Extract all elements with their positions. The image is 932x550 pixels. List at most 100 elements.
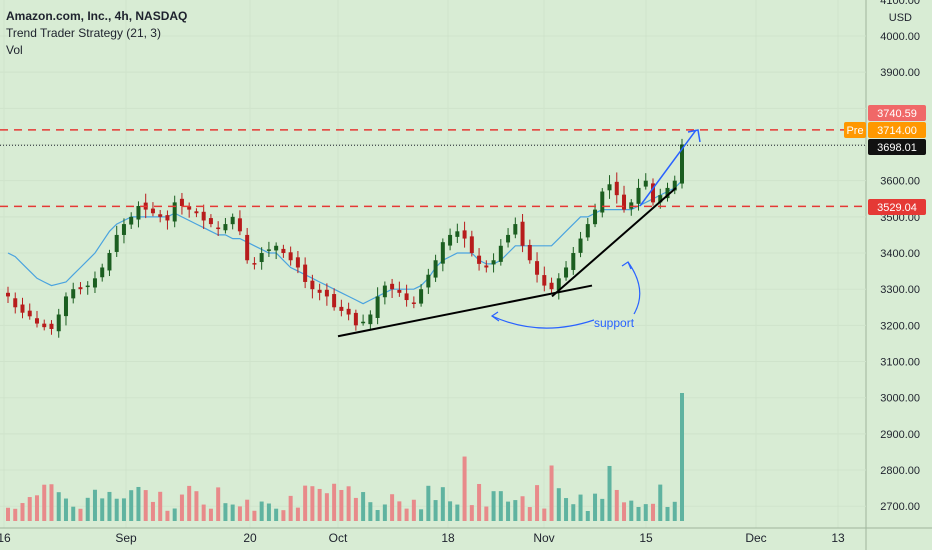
time-tick-label: Oct xyxy=(329,531,348,545)
candle-body xyxy=(114,234,119,252)
time-tick-label: Dec xyxy=(745,531,766,545)
support-arrow-head-right xyxy=(621,261,632,270)
candle-body xyxy=(129,216,134,225)
candle-body xyxy=(78,287,83,290)
volume-bar xyxy=(658,484,663,521)
candle-body xyxy=(397,289,402,293)
candle-body xyxy=(20,304,25,313)
candle-body xyxy=(622,194,627,210)
last-price-tag: 3698.01 xyxy=(877,142,917,154)
volume-bar xyxy=(593,493,598,521)
upper-level-tag: 3740.59 xyxy=(877,108,917,120)
price-tags: 3740.59 3714.00 Pre 3698.01 3529.04 xyxy=(844,105,926,215)
trendline-drawings[interactable]: support xyxy=(337,129,701,338)
candle-body xyxy=(571,253,576,270)
support-arrow-head-left xyxy=(490,311,500,322)
volume-bar xyxy=(259,501,264,521)
candle-body xyxy=(600,191,605,213)
candle-body xyxy=(455,231,460,237)
candle-body xyxy=(288,252,293,261)
candle-body xyxy=(187,206,192,210)
candle-body xyxy=(245,234,250,261)
candle-body xyxy=(230,216,235,225)
candle-body xyxy=(651,183,656,203)
projection-arrow-head xyxy=(687,129,701,143)
volume-bar xyxy=(252,510,257,521)
volume-bar xyxy=(266,503,271,521)
volume-bar xyxy=(549,465,554,521)
volume-bar xyxy=(680,393,684,521)
chart-legend: Amazon.com, Inc., 4h, NASDAQ Trend Trade… xyxy=(6,8,187,59)
volume-bar xyxy=(172,508,177,521)
candle-body xyxy=(353,312,358,326)
candlesticks[interactable] xyxy=(6,138,684,338)
volume-bar xyxy=(20,503,25,521)
volume-bar xyxy=(665,506,670,521)
volume-bar xyxy=(303,485,308,521)
candle-body xyxy=(121,224,126,235)
rising-trendline xyxy=(551,187,677,298)
volume-bar xyxy=(397,501,402,521)
volume-bar xyxy=(339,489,344,521)
candle-body xyxy=(462,230,467,239)
volume-bar xyxy=(143,490,148,521)
dashed-levels[interactable] xyxy=(0,129,866,208)
symbol-title[interactable]: Amazon.com, Inc., 4h, NASDAQ xyxy=(6,9,188,23)
volume-bar xyxy=(107,491,112,521)
candle-body xyxy=(92,278,97,288)
price-tick-label: 3400.00 xyxy=(880,248,920,260)
candle-body xyxy=(607,184,612,191)
candle-body xyxy=(375,296,380,318)
projection-arrow-line xyxy=(639,129,697,207)
volume-bar xyxy=(491,491,496,521)
volume-bar xyxy=(527,507,532,521)
time-tick-label: 18 xyxy=(441,531,455,545)
volume-bar xyxy=(78,508,83,521)
candle-body xyxy=(346,308,351,315)
time-tick-label: 16 xyxy=(0,531,11,545)
volume-bar xyxy=(71,506,76,521)
volume-bar xyxy=(375,510,380,521)
candle-body xyxy=(484,265,489,268)
indicator-label[interactable]: Trend Trader Strategy (21, 3) xyxy=(6,26,161,40)
candle-body xyxy=(71,289,76,299)
volume-bar xyxy=(571,504,576,521)
currency-label: USD xyxy=(889,12,912,24)
pre-price-tag: 3714.00 xyxy=(877,125,917,137)
candle-body xyxy=(498,245,503,262)
candle-body xyxy=(6,292,10,297)
price-tick-label: 4100.00 xyxy=(880,0,920,7)
candle-body xyxy=(274,245,279,251)
volume-bar xyxy=(462,456,467,521)
volume-bar xyxy=(230,504,235,521)
candle-body xyxy=(440,242,445,264)
volume-bar xyxy=(542,508,547,521)
candle-body xyxy=(179,198,184,206)
candle-body xyxy=(13,298,18,308)
candle-body xyxy=(208,218,213,225)
time-axis[interactable]: 16 Sep 20 Oct 18 Nov 15 Dec 13 xyxy=(0,527,932,545)
candle-body xyxy=(469,236,474,254)
volume-bar xyxy=(448,501,453,521)
support-curve-right xyxy=(627,261,641,315)
candle-body xyxy=(49,323,54,329)
volume-bar xyxy=(281,510,286,521)
price-axis[interactable]: 4100.004000.003900.003800.003700.003600.… xyxy=(880,0,920,513)
volume-bar xyxy=(100,498,105,521)
volume-label[interactable]: Vol xyxy=(6,43,23,57)
price-tick-label: 3900.00 xyxy=(880,67,920,79)
volume-bar xyxy=(324,493,329,521)
candle-body xyxy=(165,215,170,221)
stop-line-path xyxy=(7,180,683,305)
price-tick-label: 3000.00 xyxy=(880,393,920,405)
volume-bar xyxy=(158,491,163,521)
volume-bar xyxy=(643,504,648,521)
candle-body xyxy=(527,244,532,261)
volume-bar xyxy=(194,491,199,521)
price-tick-label: 3600.00 xyxy=(880,176,920,188)
volume-bar xyxy=(208,508,213,521)
volume-bar xyxy=(513,500,518,521)
volume-bar xyxy=(85,497,90,521)
